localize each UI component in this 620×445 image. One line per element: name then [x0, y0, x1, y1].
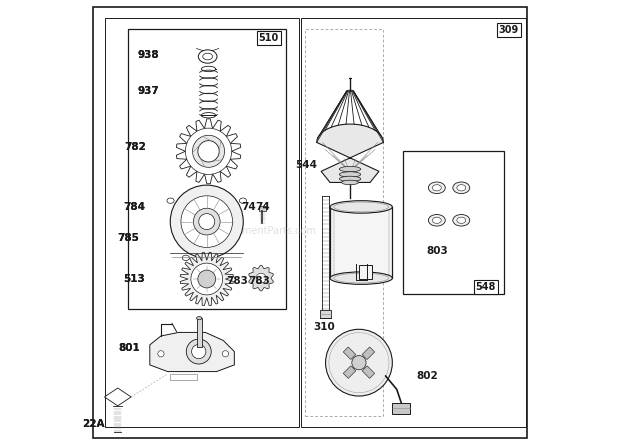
Bar [197, 318, 202, 347]
Ellipse shape [432, 185, 441, 191]
Circle shape [198, 141, 219, 162]
Bar [404, 151, 503, 294]
Ellipse shape [432, 217, 441, 223]
Text: 784: 784 [123, 202, 145, 212]
Text: 513: 513 [123, 274, 144, 284]
Polygon shape [176, 119, 241, 184]
Text: 310: 310 [314, 322, 335, 332]
Ellipse shape [198, 50, 217, 63]
Bar [321, 310, 331, 318]
Ellipse shape [342, 180, 358, 185]
Bar [343, 347, 356, 360]
Ellipse shape [182, 255, 189, 260]
Circle shape [192, 344, 206, 359]
Polygon shape [180, 252, 233, 306]
Circle shape [223, 351, 229, 357]
Circle shape [191, 263, 223, 295]
Ellipse shape [457, 185, 466, 191]
Bar [330, 207, 392, 278]
Text: 782: 782 [125, 142, 146, 152]
Text: eReplacementParts.com: eReplacementParts.com [197, 227, 316, 236]
Ellipse shape [330, 201, 392, 213]
Text: 802: 802 [417, 371, 438, 381]
Text: 784: 784 [123, 202, 145, 212]
Ellipse shape [428, 182, 445, 194]
Ellipse shape [457, 217, 466, 223]
Text: 783: 783 [227, 276, 249, 286]
Circle shape [170, 185, 243, 258]
Bar [392, 403, 410, 414]
Ellipse shape [339, 166, 361, 172]
Text: 801: 801 [118, 343, 140, 353]
Text: 548: 548 [476, 282, 496, 292]
Circle shape [186, 339, 211, 364]
Text: 782: 782 [125, 142, 146, 152]
Text: 783: 783 [249, 276, 270, 286]
Text: 544: 544 [296, 160, 317, 170]
Circle shape [185, 128, 232, 174]
Ellipse shape [202, 66, 216, 72]
Circle shape [326, 329, 392, 396]
Ellipse shape [197, 316, 202, 320]
Circle shape [352, 356, 366, 370]
Ellipse shape [202, 113, 216, 118]
Text: 309: 309 [498, 25, 519, 35]
Text: 801: 801 [118, 343, 140, 353]
Bar [259, 206, 265, 211]
Polygon shape [170, 374, 197, 380]
Polygon shape [249, 265, 273, 291]
Text: 785: 785 [117, 233, 139, 243]
Text: 785: 785 [117, 233, 139, 243]
Circle shape [181, 196, 232, 247]
Ellipse shape [428, 214, 445, 226]
Circle shape [198, 270, 216, 288]
Bar [304, 29, 383, 416]
Text: 938: 938 [137, 50, 159, 60]
Text: 22A: 22A [82, 419, 104, 429]
Bar [301, 18, 526, 427]
Ellipse shape [453, 182, 470, 194]
Circle shape [193, 135, 224, 167]
Ellipse shape [203, 53, 213, 60]
Ellipse shape [453, 214, 470, 226]
Ellipse shape [339, 172, 361, 177]
Text: 803: 803 [427, 247, 448, 256]
Text: 937: 937 [138, 86, 159, 96]
Text: 74: 74 [255, 202, 270, 212]
Text: 74: 74 [241, 202, 255, 212]
Polygon shape [104, 388, 131, 406]
Text: 938: 938 [137, 50, 159, 60]
Ellipse shape [167, 198, 174, 203]
Bar [105, 18, 299, 427]
Bar [343, 366, 356, 378]
Circle shape [158, 351, 164, 357]
Circle shape [193, 208, 220, 235]
Bar [362, 347, 374, 360]
Ellipse shape [330, 272, 392, 284]
Circle shape [199, 214, 215, 230]
Ellipse shape [339, 176, 361, 182]
Circle shape [256, 273, 266, 283]
Bar [362, 366, 374, 378]
Text: 513: 513 [123, 274, 144, 284]
Bar [359, 265, 372, 279]
Text: 937: 937 [138, 86, 159, 96]
Text: 510: 510 [259, 33, 279, 43]
Polygon shape [150, 332, 234, 372]
Ellipse shape [239, 198, 247, 203]
Text: 22A: 22A [82, 419, 104, 429]
Bar [128, 29, 286, 309]
Polygon shape [317, 124, 383, 182]
